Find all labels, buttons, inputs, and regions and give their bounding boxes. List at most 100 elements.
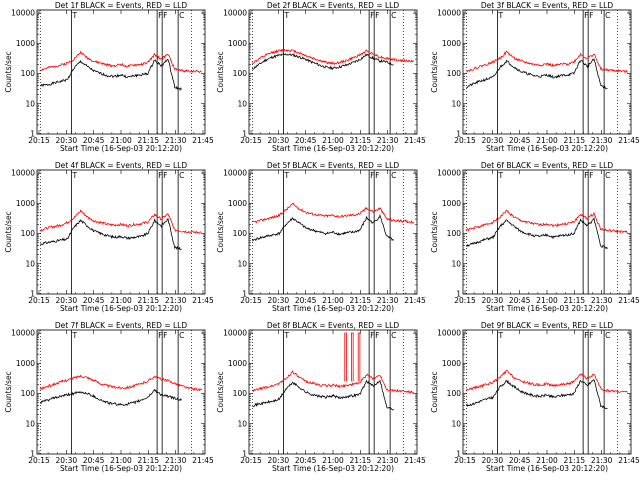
panel-1: Det 1f BLACK = Events, RED = LLD 1 10 100 10… bbox=[4, 1, 214, 153]
marker-label: F bbox=[589, 11, 593, 20]
events-line bbox=[252, 53, 394, 71]
y-axis-title: Counts/sec bbox=[430, 371, 439, 412]
x-tick-label: 21:45 bbox=[192, 296, 214, 305]
x-tick-label: 21:15 bbox=[350, 136, 372, 145]
y-tick-label: 10 bbox=[237, 259, 247, 268]
x-tick-label: 20:45 bbox=[83, 296, 105, 305]
x-tick-label: 21:00 bbox=[110, 136, 132, 145]
data-series-group bbox=[466, 50, 628, 90]
x-tick-label: 21:45 bbox=[618, 136, 640, 145]
panel-5: Det 5f BLACK = Events, RED = LLD 1 10 100 10… bbox=[216, 161, 426, 313]
plot-frame bbox=[462, 169, 632, 295]
x-tick-label: 20:15 bbox=[240, 456, 262, 465]
marker-label: C bbox=[391, 171, 396, 180]
y-tick-label: 1 bbox=[456, 450, 461, 459]
x-tick-label: 21:00 bbox=[536, 136, 558, 145]
events-line bbox=[40, 58, 182, 92]
lld-line bbox=[466, 50, 628, 74]
data-series-group bbox=[40, 50, 202, 92]
x-tick-label: 21:45 bbox=[404, 456, 426, 465]
data-series-group bbox=[40, 209, 202, 251]
y-tick-label: 100 bbox=[447, 69, 462, 78]
x-axis-title: Start Time (16-Sep-03 20:12:20) bbox=[486, 304, 608, 313]
x-axis-title: Start Time (16-Sep-03 20:12:20) bbox=[486, 464, 608, 473]
y-tick-label: 10000 bbox=[223, 329, 247, 338]
y-tick-label: 1000 bbox=[228, 199, 247, 208]
events-line bbox=[466, 379, 608, 410]
x-tick-label: 20:45 bbox=[295, 296, 317, 305]
panel-title: Det 4f BLACK = Events, RED = LLD bbox=[55, 161, 188, 170]
events-line bbox=[40, 217, 182, 251]
y-tick-label: 100 bbox=[447, 229, 462, 238]
y-tick-label: 1000 bbox=[442, 359, 461, 368]
x-tick-label: 21:15 bbox=[138, 296, 160, 305]
x-tick-label: 20:15 bbox=[240, 136, 262, 145]
y-tick-label: 10 bbox=[451, 99, 461, 108]
data-series-group bbox=[252, 332, 414, 411]
x-tick-label: 21:30 bbox=[377, 136, 399, 145]
plot-frame bbox=[36, 169, 206, 295]
marker-label: F bbox=[163, 331, 167, 340]
marker-label: F bbox=[375, 11, 379, 20]
marker-label: F bbox=[158, 11, 162, 20]
x-tick-label: 20:30 bbox=[482, 136, 504, 145]
marker-label: F bbox=[375, 331, 379, 340]
panel-title: Det 2f BLACK = Events, RED = LLD bbox=[267, 1, 400, 10]
x-tick-label: 21:00 bbox=[536, 296, 558, 305]
y-tick-label: 1 bbox=[30, 130, 35, 139]
y-tick-label: 1 bbox=[456, 130, 461, 139]
x-axis-title: Start Time (16-Sep-03 20:12:20) bbox=[60, 464, 182, 473]
x-tick-label: 21:30 bbox=[591, 136, 613, 145]
y-tick-label: 10000 bbox=[223, 9, 247, 18]
panel-2: Det 2f BLACK = Events, RED = LLD 1 10 100 10… bbox=[216, 1, 426, 153]
y-tick-label: 100 bbox=[21, 229, 36, 238]
x-axis-title: Start Time (16-Sep-03 20:12:20) bbox=[272, 144, 394, 153]
y-axis-title: Counts/sec bbox=[430, 51, 439, 92]
x-tick-label: 21:00 bbox=[322, 136, 344, 145]
y-tick-label: 1 bbox=[242, 450, 247, 459]
x-tick-label: 20:30 bbox=[56, 136, 78, 145]
x-tick-label: 21:00 bbox=[322, 296, 344, 305]
x-tick-label: 21:00 bbox=[322, 456, 344, 465]
lld-line bbox=[40, 209, 202, 235]
x-tick-label: 21:45 bbox=[192, 456, 214, 465]
panel-7: Det 7f BLACK = Events, RED = LLD 1 10 100 10… bbox=[4, 321, 214, 473]
data-series-group bbox=[252, 48, 414, 71]
marker-label: F bbox=[158, 331, 162, 340]
events-line bbox=[40, 388, 182, 406]
plot-frame bbox=[248, 329, 418, 455]
x-tick-label: 21:00 bbox=[536, 456, 558, 465]
plot-frame bbox=[36, 329, 206, 455]
x-axis-title: Start Time (16-Sep-03 20:12:20) bbox=[486, 144, 608, 153]
marker-label: F bbox=[584, 171, 588, 180]
marker-label: C bbox=[605, 11, 610, 20]
x-tick-label: 20:30 bbox=[56, 296, 78, 305]
data-series-group bbox=[466, 209, 628, 250]
y-tick-label: 100 bbox=[233, 229, 248, 238]
y-axis-title: Counts/sec bbox=[216, 211, 225, 252]
marker-label: C bbox=[179, 11, 184, 20]
x-tick-label: 21:45 bbox=[404, 296, 426, 305]
marker-label: C bbox=[605, 331, 610, 340]
y-tick-label: 100 bbox=[21, 389, 36, 398]
x-axis-title: Start Time (16-Sep-03 20:12:20) bbox=[60, 304, 182, 313]
y-tick-label: 10000 bbox=[437, 169, 461, 178]
lld-spike bbox=[344, 332, 347, 382]
marker-label: F bbox=[589, 171, 593, 180]
y-tick-label: 100 bbox=[233, 389, 248, 398]
marker-label: C bbox=[179, 331, 184, 340]
x-tick-label: 21:30 bbox=[377, 456, 399, 465]
y-axis-title: Counts/sec bbox=[4, 51, 13, 92]
marker-label: T bbox=[71, 11, 77, 20]
marker-label: C bbox=[391, 331, 396, 340]
y-tick-label: 1 bbox=[242, 290, 247, 299]
x-tick-label: 21:15 bbox=[350, 456, 372, 465]
events-line bbox=[466, 216, 608, 250]
x-tick-label: 21:15 bbox=[138, 456, 160, 465]
x-tick-label: 21:15 bbox=[138, 136, 160, 145]
panel-9: Det 9f BLACK = Events, RED = LLD 1 10 100 10… bbox=[430, 321, 640, 473]
x-tick-label: 20:30 bbox=[56, 456, 78, 465]
panel-title: Det 6f BLACK = Events, RED = LLD bbox=[481, 161, 614, 170]
data-series-group bbox=[252, 202, 414, 242]
